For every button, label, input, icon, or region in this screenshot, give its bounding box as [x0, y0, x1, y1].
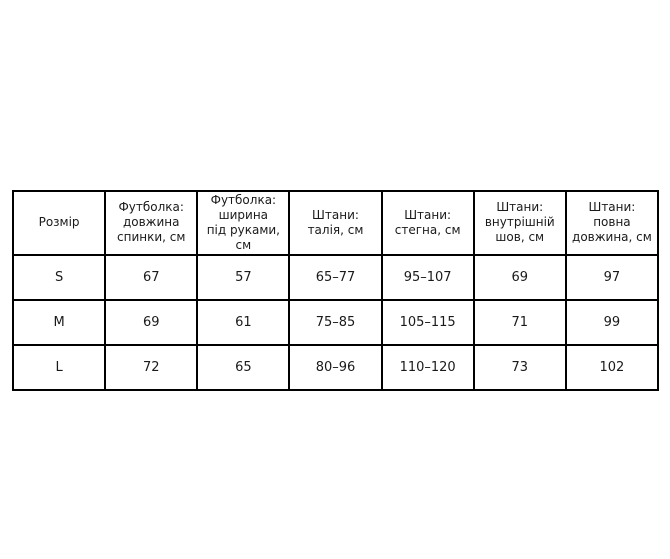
size-label-cell: S — [11, 253, 107, 301]
header-pants-waist: Штани: талія, см — [288, 190, 383, 256]
table-cell: 95–107 — [380, 253, 475, 301]
table-cell: 102 — [564, 343, 660, 391]
table-row-l: L 72 65 80–96 110–120 73 102 — [11, 343, 660, 391]
table-cell: 57 — [196, 253, 291, 301]
table-cell: 65–77 — [288, 253, 383, 301]
size-label-cell: M — [11, 298, 107, 346]
header-tshirt-back-length: Футболка: довжина спинки, см — [104, 190, 199, 256]
table-body: S 67 57 65–77 95–107 69 97 M 69 61 75–85… — [11, 253, 660, 391]
table-cell: 99 — [564, 298, 660, 346]
table-cell: 105–115 — [380, 298, 475, 346]
size-chart-table: Розмір Футболка: довжина спинки, см Футб… — [11, 190, 660, 391]
size-label-cell: L — [11, 343, 107, 391]
header-tshirt-underarm-width: Футболка: ширина під руками, см — [196, 190, 291, 256]
header-pants-hips: Штани: стегна, см — [380, 190, 475, 256]
table-cell: 75–85 — [288, 298, 383, 346]
table-cell: 61 — [196, 298, 291, 346]
table-cell: 80–96 — [288, 343, 383, 391]
table-header: Розмір Футболка: довжина спинки, см Футб… — [11, 190, 660, 256]
table-cell: 65 — [196, 343, 291, 391]
table-cell: 72 — [104, 343, 199, 391]
header-pants-full-length: Штани: повна довжина, см — [564, 190, 660, 256]
header-row: Розмір Футболка: довжина спинки, см Футб… — [11, 190, 660, 256]
table-cell: 110–120 — [380, 343, 475, 391]
table-row-m: M 69 61 75–85 105–115 71 99 — [11, 298, 660, 346]
table-row-s: S 67 57 65–77 95–107 69 97 — [11, 253, 660, 301]
table-cell: 71 — [472, 298, 567, 346]
table-cell: 69 — [472, 253, 567, 301]
table-cell: 67 — [104, 253, 199, 301]
header-size: Розмір — [11, 190, 107, 256]
table-cell: 69 — [104, 298, 199, 346]
table-cell: 73 — [472, 343, 567, 391]
header-pants-inseam: Штани: внутрішній шов, см — [472, 190, 567, 256]
table-cell: 97 — [564, 253, 660, 301]
size-chart-container: Розмір Футболка: довжина спинки, см Футб… — [11, 190, 660, 391]
